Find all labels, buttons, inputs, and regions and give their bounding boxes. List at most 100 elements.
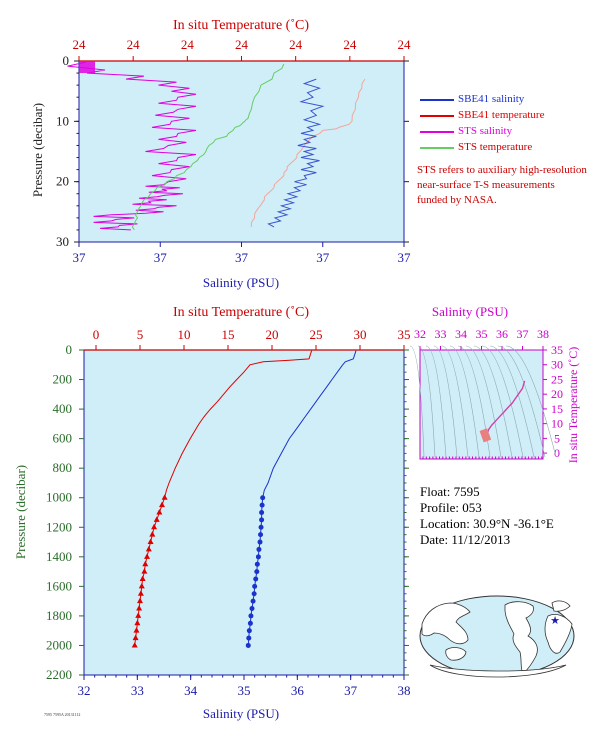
map-land-antarctica — [429, 664, 567, 678]
ts-deep-water-cluster — [479, 428, 492, 443]
density-contour — [449, 345, 480, 458]
legend-swatch — [420, 147, 454, 149]
salinity-marker — [249, 606, 255, 612]
density-contour — [433, 345, 458, 458]
top-series — [67, 61, 366, 231]
sts-salinity-surface-cluster — [79, 61, 95, 73]
location-row: Location: 30.9°N -36.1°E — [420, 516, 554, 532]
temperature-marker — [156, 509, 163, 515]
near-surface-panel: In situ Temperature (˚C) 24 24 24 24 24 24 24 3… — [30, 18, 411, 290]
bottom-pressure-tick-label: 1200 — [46, 519, 72, 534]
bottom-pressure-tick-label: 400 — [53, 401, 73, 416]
ts-panel-title: Salinity (PSU) — [432, 304, 508, 319]
density-contour — [497, 345, 546, 458]
salinity-marker — [258, 532, 264, 538]
top-salinity-tick-label: 37 — [316, 250, 330, 265]
top-temperature-tick-label: 24 — [343, 37, 357, 52]
bottom-salinity-tick-label: 32 — [78, 683, 91, 698]
top-panel-ylabel: Pressure (decibar) — [30, 103, 45, 197]
top-temperature-tick-label: 24 — [289, 37, 303, 52]
salinity-marker — [248, 613, 254, 619]
salinity-marker — [250, 598, 256, 604]
float-info: Float: 7595 Profile: 053 Location: 30.9°… — [420, 484, 554, 548]
bottom-temperature-tick-label: 15 — [222, 327, 235, 342]
bottom-temperature-tick-label: 25 — [310, 327, 323, 342]
temperature-marker — [147, 538, 154, 545]
sts-salinity-line — [67, 61, 197, 231]
top-pressure-tick-label: 20 — [56, 174, 69, 189]
sbe-temperature-line — [134, 350, 313, 646]
legend-label: SBE41 salinity — [458, 93, 525, 105]
density-contour — [441, 345, 469, 458]
salinity-marker — [245, 642, 251, 648]
full-profile-panel: In situ Temperature (˚C) 0 5 10 15 20 25 30 35 3… — [13, 305, 411, 721]
temperature-marker — [132, 634, 139, 641]
bottom-salinity-tick-label: 34 — [184, 683, 198, 698]
bottom-pressure-tick-label: 1400 — [46, 549, 72, 564]
bottom-temperature-tick-label: 5 — [137, 327, 144, 342]
temperature-marker — [134, 619, 141, 626]
ts-temperature-tick-label: 20 — [551, 387, 563, 401]
salinity-marker — [251, 591, 257, 597]
temperature-marker — [139, 575, 146, 581]
salinity-marker — [255, 554, 261, 560]
salinity-marker — [260, 495, 266, 501]
ts-salinity-tick-label: 32 — [414, 327, 426, 341]
temperature-marker — [142, 560, 149, 567]
top-salinity-tick-label: 37 — [398, 250, 412, 265]
temperature-marker — [133, 627, 140, 633]
map-land-europe — [551, 600, 571, 612]
temperature-marker — [153, 516, 160, 522]
temperature-marker — [137, 597, 143, 604]
ts-series — [479, 380, 526, 443]
temperature-marker — [135, 612, 142, 618]
density-contour — [425, 345, 447, 458]
ts-temperature-tick-label: 0 — [554, 446, 560, 460]
sbe-temperature-line-near-surface — [250, 78, 366, 227]
ts-salinity-tick-label: 36 — [496, 327, 508, 341]
salinity-marker — [257, 539, 263, 545]
top-panel-xlabel: Salinity (PSU) — [203, 275, 279, 290]
top-temperature-tick-label: 24 — [127, 37, 141, 52]
legend-swatch — [420, 115, 454, 117]
float-id: Float: 7595 — [420, 484, 480, 499]
top-panel-title: In situ Temperature (˚C) — [173, 18, 309, 33]
ts-temperature-tick-label: 30 — [551, 358, 563, 372]
temperature-marker — [141, 568, 148, 574]
salinity-marker — [258, 524, 264, 530]
map-land-australia — [445, 647, 467, 661]
ts-temperature-tick-label: 35 — [551, 343, 563, 357]
ts-salinity-tick-label: 33 — [435, 327, 447, 341]
top-temperature-tick-label: 24 — [181, 37, 195, 52]
temperature-marker — [137, 590, 144, 596]
ts-salinity-tick-label: 34 — [455, 327, 467, 341]
density-contour — [489, 345, 535, 458]
salinity-marker — [252, 583, 258, 589]
density-contour — [473, 345, 513, 458]
top-plot-area — [78, 60, 405, 243]
bottom-salinity-tick-label: 36 — [291, 683, 305, 698]
top-pressure-tick-label: 0 — [63, 53, 70, 68]
bottom-panel-ylabel: Pressure (decibar) — [13, 465, 28, 559]
sts-note: STS refers to auxiliary high-resolution … — [417, 164, 587, 206]
legend-label: STS temperature — [458, 141, 533, 153]
float-location-marker: ★ — [550, 615, 560, 627]
legend-label: STS salinity — [458, 125, 513, 137]
bottom-temperature-tick-label: 30 — [354, 327, 367, 342]
figure-stamp: 7595 7595A 20131112 — [44, 712, 81, 717]
bottom-plot-area — [83, 349, 405, 676]
temperature-marker — [144, 553, 151, 559]
bottom-salinity-tick-label: 37 — [344, 683, 358, 698]
ts-salinity-tick-label: 35 — [476, 327, 488, 341]
top-salinity-tick-label: 37 — [235, 250, 249, 265]
salinity-marker — [253, 576, 259, 582]
bottom-temperature-tick-label: 10 — [178, 327, 191, 342]
ts-diagram-panel: Salinity (PSU) 32 33 34 35 36 37 3805101520253… — [409, 304, 580, 463]
bottom-temperature-tick-label: 0 — [93, 327, 100, 342]
sbe-salinity-line-near-surface — [267, 78, 325, 228]
temperature-marker — [149, 531, 156, 537]
temperature-marker — [151, 523, 158, 530]
ts-temperature-tick-label: 25 — [551, 372, 563, 386]
